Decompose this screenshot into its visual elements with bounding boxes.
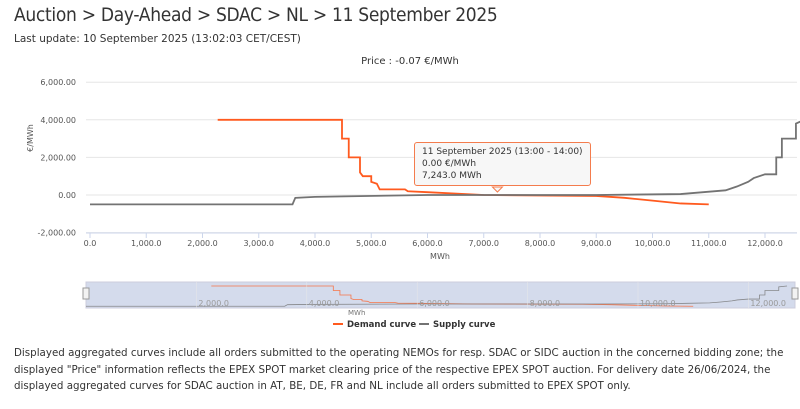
x-axis-label: MWh xyxy=(430,252,450,261)
x-tick-label: 0.0 xyxy=(84,239,97,248)
chart-title: Price : -0.07 €/MWh xyxy=(361,56,459,67)
x-tick-label: 5,000.0 xyxy=(356,239,387,248)
x-tick-label: 12,000.0 xyxy=(747,239,783,248)
x-tick-label: 11,000.0 xyxy=(691,239,727,248)
x-tick-label: 1,000.0 xyxy=(131,239,162,248)
navigator-axis-label: MWh xyxy=(348,309,365,317)
y-tick-label: -2,000.00 xyxy=(37,229,76,238)
chart: Price : -0.07 €/MWh 6,000.00 4,000.00 2,000… xyxy=(26,56,800,330)
last-update: Last update: 10 September 2025 (13:02:03… xyxy=(14,33,301,45)
x-tick-label: 9,000.0 xyxy=(581,239,612,248)
legend-item[interactable]: Supply curve xyxy=(433,320,496,330)
series-supply-curve xyxy=(90,120,800,206)
tooltip: 11 September 2025 (13:00 - 14:00) 0.00 €… xyxy=(414,142,591,186)
tooltip-price: 0.00 €/MWh xyxy=(422,159,477,169)
navigator-tick-label: 8,000.0 xyxy=(530,299,561,308)
page-title: Auction > Day-Ahead > SDAC > NL > 11 Sep… xyxy=(14,4,498,26)
navigator-tick-label: 2,000.0 xyxy=(198,299,229,308)
x-tick-label: 4,000.0 xyxy=(300,239,331,248)
y-tick-label: 0.00 xyxy=(58,191,76,200)
navigator-tick-label: 6,000.0 xyxy=(419,299,450,308)
x-tick-label: 10,000.0 xyxy=(635,239,671,248)
x-tick-label: 6,000.0 xyxy=(412,239,443,248)
navigator-handle[interactable] xyxy=(791,287,799,300)
footnote: Displayed aggregated curves include all … xyxy=(14,347,784,392)
navigator-series xyxy=(86,285,788,307)
navigator-tick-label: 10,000.0 xyxy=(640,299,676,308)
navigator-handle[interactable] xyxy=(82,287,90,300)
navigator-tick-label: 4,000.0 xyxy=(309,299,340,308)
navigator-tick-label: 12,000.0 xyxy=(750,299,786,308)
x-tick-label: 7,000.0 xyxy=(468,239,499,248)
y-tick-label: 4,000.00 xyxy=(40,116,76,125)
x-tick-label: 3,000.0 xyxy=(243,239,274,248)
series-demand-curve xyxy=(217,118,709,206)
x-tick-label: 2,000.0 xyxy=(187,239,218,248)
tooltip-date: 11 September 2025 (13:00 - 14:00) xyxy=(422,147,583,157)
tooltip-volume: 7,243.0 MWh xyxy=(422,171,482,181)
tooltip-pointer xyxy=(491,186,504,193)
y-axis-label: €/MWh xyxy=(26,124,35,152)
legend-item[interactable]: Demand curve xyxy=(347,320,416,330)
navigator-series xyxy=(211,285,694,307)
y-tick-label: 2,000.00 xyxy=(40,153,76,162)
x-tick-label: 8,000.0 xyxy=(525,239,556,248)
y-tick-label: 6,000.00 xyxy=(40,78,76,87)
